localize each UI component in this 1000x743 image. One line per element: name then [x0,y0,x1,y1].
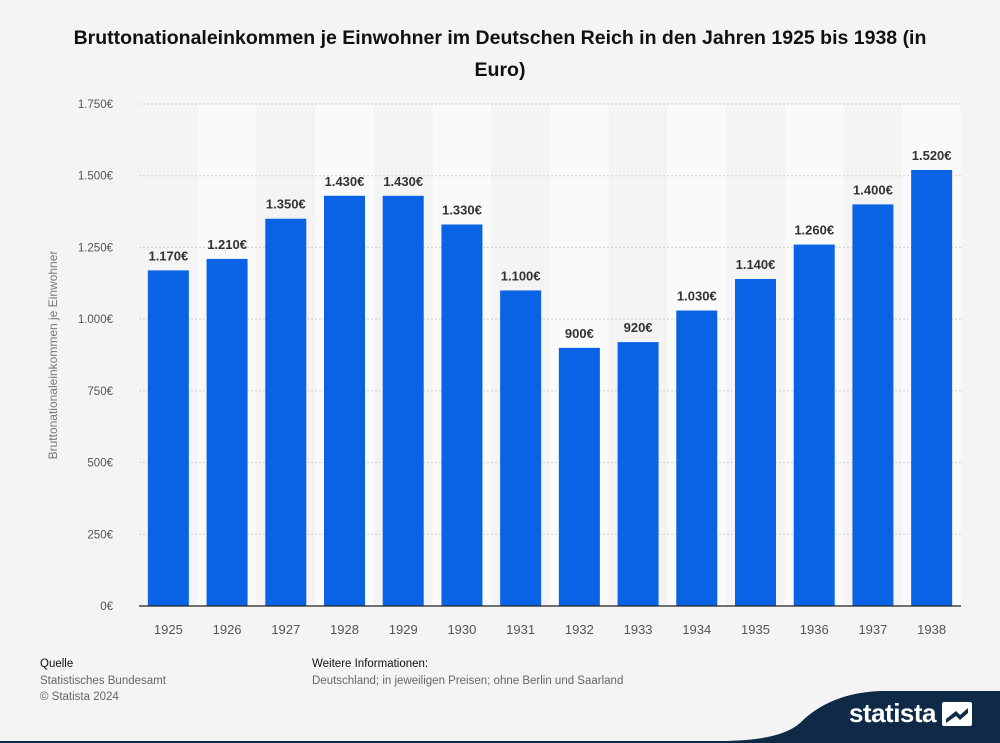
x-tick-label: 1937 [858,622,887,637]
value-label: 1.330€ [442,202,482,217]
y-tick-label: 1.500€ [78,171,114,183]
info-text: Deutschland; in jeweiligen Preisen; ohne… [312,674,624,687]
bar-1928 [324,195,365,606]
source-text[interactable]: Statistisches Bundesamt [40,674,166,687]
bar-1934 [676,310,718,606]
bar-1925 [147,270,189,606]
value-labels: 1.170€ 1.210€ 1.350€ 1.430€ 1.430€ 1.330€ 1.10… [148,148,951,341]
value-label: 1.140€ [736,257,776,272]
value-label: 1.430€ [383,174,423,189]
y-axis-label: Bruttonationaleinkommen je Einwohner [46,250,60,460]
bar-1937 [852,204,894,606]
x-axis-ticks: 1925 1926 1927 1928 1929 1930 1931 1932 1933 1934… [154,622,946,637]
value-label: 1.400€ [853,182,893,197]
info-heading[interactable]: Weitere Informationen: [312,658,429,670]
info-block: Weitere Informationen: Deutschland; in j… [312,656,623,689]
statista-logo[interactable]: statista [849,698,972,729]
bar-1933 [617,342,659,606]
x-tick-label: 1933 [624,622,653,637]
value-label: 1.260€ [794,223,834,238]
value-label: 1.100€ [501,268,541,283]
brand-band [0,691,1000,743]
bar-1936 [793,244,835,606]
source-heading: Quelle [40,658,74,670]
x-tick-label: 1936 [800,622,829,637]
x-tick-label: 1935 [741,622,770,637]
x-tick-label: 1925 [154,622,183,637]
value-label: 1.430€ [325,174,365,189]
x-tick-label: 1930 [447,622,476,637]
x-tick-label: 1934 [682,622,711,637]
bar-1926 [206,258,248,606]
value-label: 1.350€ [266,197,306,212]
y-tick-label: 1.000€ [78,314,114,326]
x-tick-label: 1932 [565,622,594,637]
bar-1938 [911,169,953,606]
value-label: 1.170€ [148,248,188,263]
y-tick-label: 1.250€ [78,242,114,254]
bar-1929 [382,195,424,606]
y-axis-ticks: 0€ 250€ 500€ 750€ 1.000€ 1.250€ 1.500€ 1.750€ [78,99,114,613]
bar-1935 [735,278,776,606]
bar-chart: 0€ 250€ 500€ 750€ 1.000€ 1.250€ 1.500€ 1.750€ 1… [78,99,961,637]
value-label: 1.030€ [677,289,717,304]
y-tick-label: 250€ [87,529,113,541]
y-tick-label: 0€ [100,601,113,613]
source-block: Quelle Statistisches Bundesamt © Statist… [40,656,166,706]
value-label: 1.210€ [207,237,247,252]
bar-1931 [500,290,542,606]
brand-name: statista [848,698,937,728]
value-label: 920€ [624,320,653,335]
x-tick-label: 1931 [506,622,535,637]
x-tick-label: 1926 [213,622,242,637]
value-label: 1.520€ [912,148,952,163]
statista-logo-icon [942,701,972,726]
bar-1930 [441,224,483,607]
bar-1932 [558,347,600,606]
bar-1927 [265,218,307,606]
y-tick-label: 750€ [87,386,113,398]
x-tick-label: 1928 [330,622,359,637]
value-label: 900€ [565,326,594,341]
bars [147,169,953,607]
x-tick-label: 1938 [917,622,946,637]
copyright-text: © Statista 2024 [40,691,119,703]
y-tick-label: 1.750€ [78,99,114,111]
chart-title: Bruttonationaleinkommen je Einwohner im … [73,27,927,81]
y-tick-label: 500€ [87,458,113,470]
x-tick-label: 1929 [389,622,418,637]
x-tick-label: 1927 [271,622,300,637]
